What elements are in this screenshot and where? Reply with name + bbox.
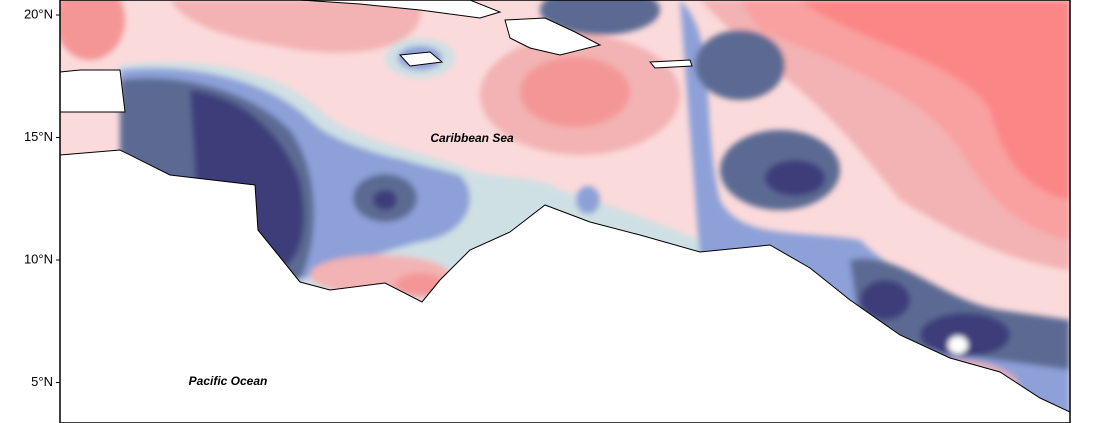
map-panel [60, 0, 1070, 423]
puerto-rico [648, 59, 693, 69]
y-tick-label: 10°N [24, 251, 53, 266]
yucatan [60, 69, 126, 113]
y-tick-label: 5°N [31, 374, 53, 389]
sea-label: Caribbean Sea [430, 131, 514, 145]
land [60, 149, 1070, 423]
y-tick-label: 20°N [24, 6, 53, 21]
panel-frame [59, 0, 1071, 423]
sea-label: Pacific Ocean [189, 374, 268, 388]
hispaniola [504, 17, 602, 56]
y-tick-label: 15°N [24, 129, 53, 144]
jamaica [398, 51, 444, 67]
cuba [299, 0, 502, 19]
